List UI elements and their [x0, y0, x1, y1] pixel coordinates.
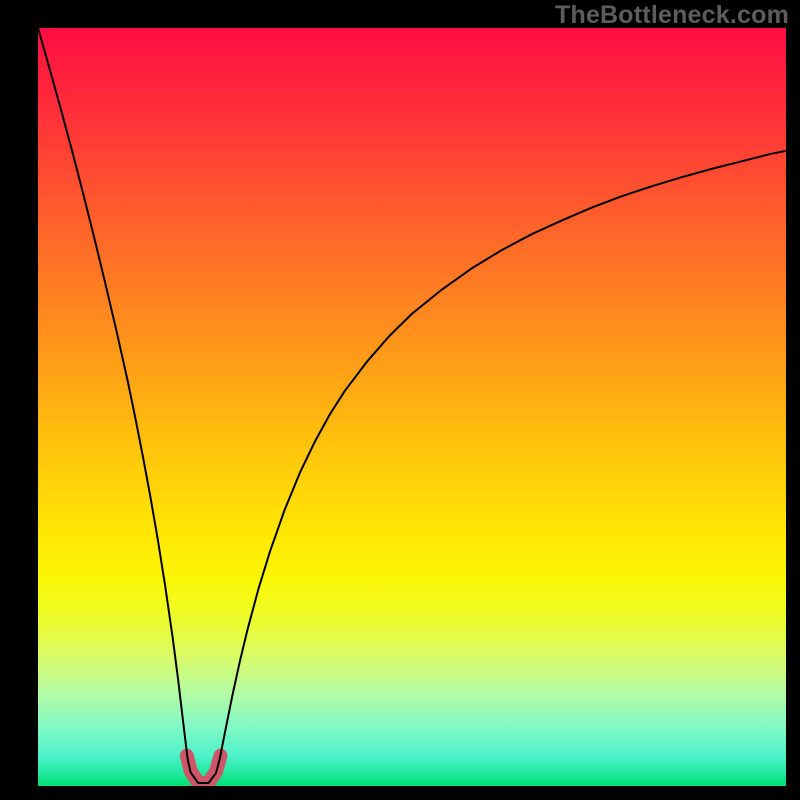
chart-frame — [38, 28, 786, 786]
chart-background — [38, 28, 786, 786]
chart-svg — [38, 28, 786, 786]
watermark-text: TheBottleneck.com — [555, 1, 789, 30]
